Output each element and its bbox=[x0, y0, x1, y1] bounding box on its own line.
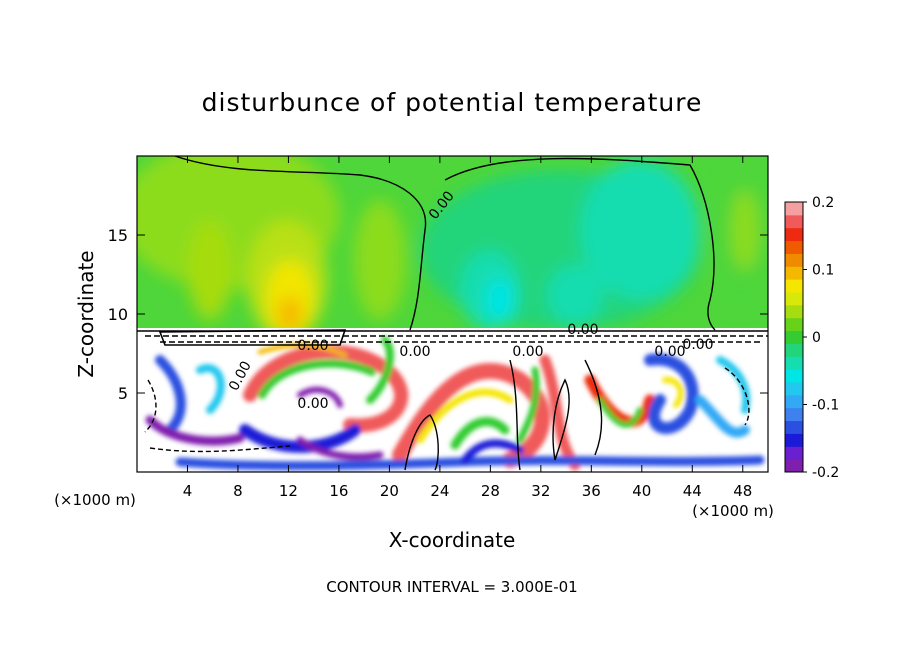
x-tick-label: 16 bbox=[329, 482, 348, 500]
x-tick-label: 36 bbox=[582, 482, 601, 500]
colorbar-tick-label: 0 bbox=[812, 330, 821, 346]
x-tick-label: 28 bbox=[481, 482, 500, 500]
contour-label: 0.00 bbox=[297, 396, 328, 412]
x-tick-label: 12 bbox=[279, 482, 298, 500]
contour-label: 0.00 bbox=[297, 338, 328, 354]
contour-interval-note: CONTOUR INTERVAL = 3.000E-01 bbox=[326, 578, 577, 596]
colorbar-swatch bbox=[785, 420, 803, 434]
x-tick-label: 40 bbox=[632, 482, 651, 500]
colorbar-swatch bbox=[785, 446, 803, 460]
colorbar-swatch bbox=[785, 279, 803, 293]
x-unit-left: (×1000 m) bbox=[54, 491, 136, 509]
y-tick-label: 15 bbox=[108, 226, 128, 245]
colorbar-swatch bbox=[785, 394, 803, 409]
x-tick-label: 4 bbox=[183, 482, 193, 500]
y-tick-label: 10 bbox=[108, 305, 128, 324]
colorbar-swatch bbox=[785, 266, 803, 280]
colorbar-frame bbox=[784, 201, 804, 473]
contour-lines bbox=[137, 156, 768, 471]
colorbar-swatch bbox=[785, 227, 803, 242]
colorbar-swatch bbox=[785, 317, 803, 332]
x-tick-label: 20 bbox=[380, 482, 399, 500]
contour-label: 0.00 bbox=[512, 344, 543, 360]
y-axis: 5 10 15 bbox=[108, 226, 768, 403]
colorbar-swatch bbox=[785, 240, 803, 254]
x-tick-label: 32 bbox=[531, 482, 550, 500]
colorbar-swatch bbox=[785, 433, 803, 447]
colorbar-tick-label: -0.2 bbox=[812, 465, 839, 481]
colorbar-swatch bbox=[785, 382, 803, 396]
colorbar-swatch bbox=[785, 304, 803, 319]
contour-label: 0.00 bbox=[567, 322, 598, 338]
colorbar-tick-label: -0.1 bbox=[812, 398, 839, 414]
colorbar-tick-label: 0.1 bbox=[812, 263, 834, 279]
colorbar-swatch bbox=[785, 214, 803, 229]
colorbar-swatch bbox=[785, 330, 803, 344]
colorbar-tick-label: 0.2 bbox=[812, 195, 834, 211]
y-tick-label: 5 bbox=[118, 384, 128, 403]
colorbar-ticks: 0.2 0.1 0 -0.1 -0.2 bbox=[803, 195, 839, 481]
x-unit-right: (×1000 m) bbox=[692, 502, 774, 520]
colorbar-swatch bbox=[785, 369, 803, 383]
colorbar-swatch bbox=[785, 356, 803, 370]
contour-label: 0.00 bbox=[399, 344, 430, 360]
colorbar bbox=[785, 202, 803, 473]
x-tick-label: 48 bbox=[733, 482, 752, 500]
y-axis-label: Z-coordinate bbox=[74, 250, 98, 377]
colorbar-swatch bbox=[785, 343, 803, 357]
chart-title: disturbunce of potential temperature bbox=[202, 88, 703, 117]
x-tick-label: 44 bbox=[683, 482, 702, 500]
plot-area bbox=[137, 156, 768, 472]
x-tick-label: 24 bbox=[430, 482, 449, 500]
colorbar-swatch bbox=[785, 253, 803, 267]
colorbar-swatch bbox=[785, 202, 803, 216]
x-tick-label: 8 bbox=[233, 482, 243, 500]
colorbar-swatch bbox=[785, 407, 803, 422]
colorbar-swatch bbox=[785, 292, 803, 306]
colorbar-swatch bbox=[785, 459, 803, 473]
upper-field-blobs bbox=[137, 156, 768, 340]
contour-label: 0.00 bbox=[682, 337, 713, 353]
x-axis: 4 8 12 16 20 24 28 32 36 40 44 48 bbox=[183, 156, 752, 500]
x-axis-label: X-coordinate bbox=[389, 528, 516, 552]
contour-label: 0.00 bbox=[654, 344, 685, 360]
